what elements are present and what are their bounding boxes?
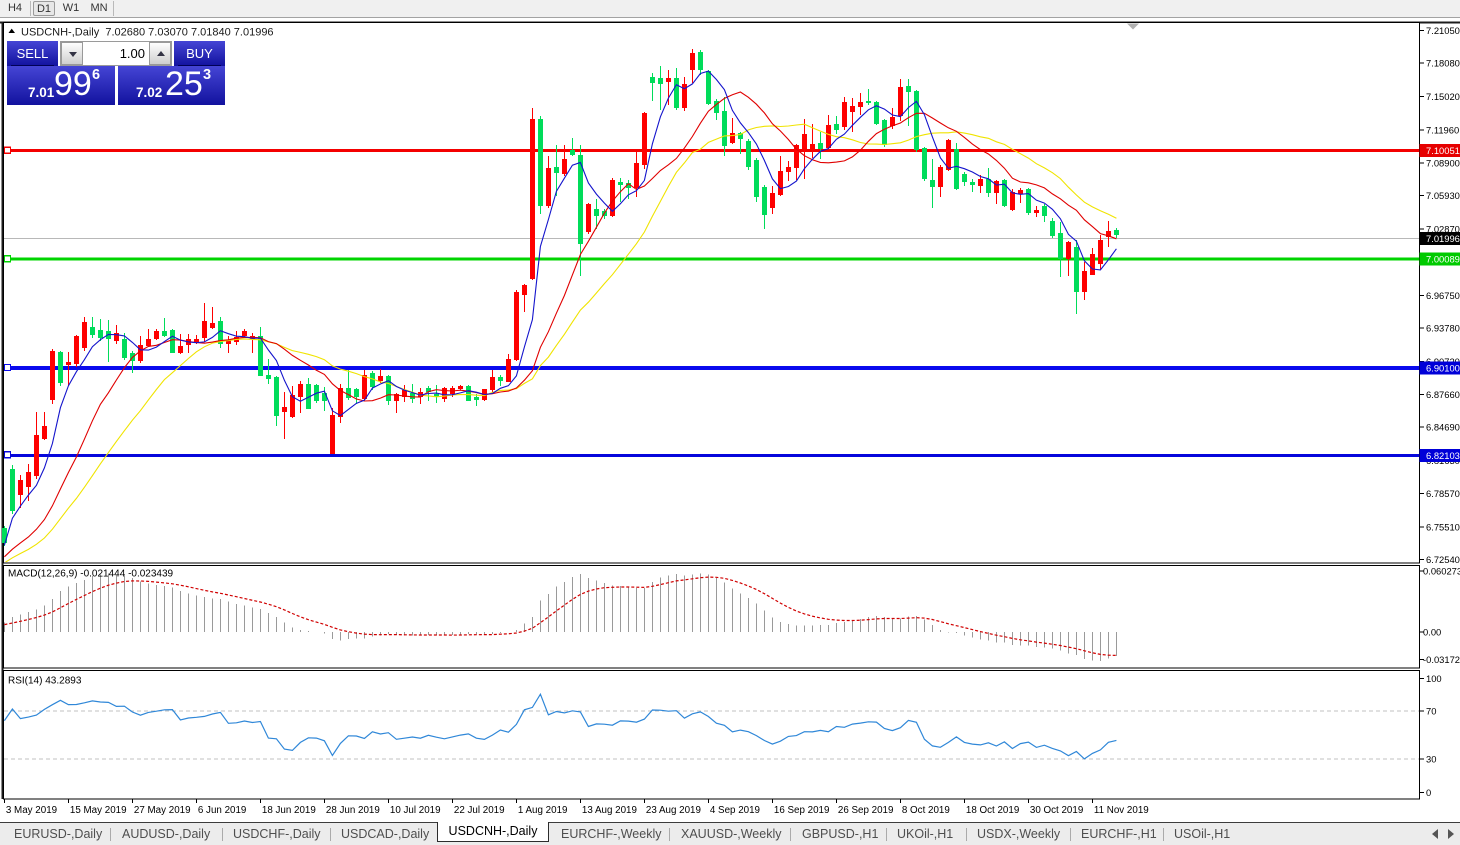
svg-text:7.15020: 7.15020 xyxy=(1426,91,1460,102)
svg-text:7.02870: 7.02870 xyxy=(1426,223,1460,234)
svg-text:6.72540: 6.72540 xyxy=(1426,554,1460,565)
svg-text:22 Jul 2019: 22 Jul 2019 xyxy=(454,805,505,816)
svg-text:26 Sep 2019: 26 Sep 2019 xyxy=(838,805,894,816)
svg-text:7.10051: 7.10051 xyxy=(1426,145,1460,156)
svg-text:6.75510: 6.75510 xyxy=(1426,522,1460,533)
svg-text:100: 100 xyxy=(1426,673,1442,684)
svg-text:1 Aug 2019: 1 Aug 2019 xyxy=(518,805,568,816)
svg-text:13 Aug 2019: 13 Aug 2019 xyxy=(582,805,637,816)
svg-text:23 Aug 2019: 23 Aug 2019 xyxy=(646,805,701,816)
svg-text:8 Oct 2019: 8 Oct 2019 xyxy=(902,805,950,816)
svg-text:15 May 2019: 15 May 2019 xyxy=(70,805,127,816)
svg-text:6.96750: 6.96750 xyxy=(1426,290,1460,301)
svg-text:11 Nov 2019: 11 Nov 2019 xyxy=(1094,805,1149,816)
svg-text:0.00: 0.00 xyxy=(1423,627,1441,638)
svg-text:0.060273: 0.060273 xyxy=(1423,566,1460,577)
svg-text:4 Sep 2019: 4 Sep 2019 xyxy=(710,805,760,816)
svg-text:28 Jun 2019: 28 Jun 2019 xyxy=(326,805,380,816)
svg-text:7.11960: 7.11960 xyxy=(1426,124,1459,135)
svg-text:27 May 2019: 27 May 2019 xyxy=(134,805,191,816)
svg-text:6.82103: 6.82103 xyxy=(1426,450,1460,461)
svg-text:6.84690: 6.84690 xyxy=(1426,422,1460,433)
svg-text:7.08900: 7.08900 xyxy=(1426,158,1460,169)
svg-text:6.93780: 6.93780 xyxy=(1426,323,1460,334)
svg-text:7.00089: 7.00089 xyxy=(1426,254,1460,265)
svg-text:6.78570: 6.78570 xyxy=(1426,488,1460,499)
svg-text:6.90100: 6.90100 xyxy=(1426,363,1460,374)
svg-text:USDCNH-,Daily 7.02680 7.03070: USDCNH-,Daily 7.02680 7.03070 7.01840 7.… xyxy=(21,27,274,39)
svg-text:7.21050: 7.21050 xyxy=(1426,25,1460,36)
svg-text:10 Jul 2019: 10 Jul 2019 xyxy=(390,805,441,816)
svg-text:3 May 2019: 3 May 2019 xyxy=(6,805,57,816)
svg-text:7.18080: 7.18080 xyxy=(1426,58,1460,69)
svg-text:-0.031725: -0.031725 xyxy=(1423,654,1460,665)
svg-text:18 Jun 2019: 18 Jun 2019 xyxy=(262,805,316,816)
svg-text:30: 30 xyxy=(1426,754,1436,765)
svg-text:16 Sep 2019: 16 Sep 2019 xyxy=(774,805,830,816)
svg-text:7.01996: 7.01996 xyxy=(1426,233,1460,244)
svg-text:70: 70 xyxy=(1426,706,1436,717)
svg-text:6.87660: 6.87660 xyxy=(1426,389,1460,400)
svg-text:MACD(12,26,9) -0.021444 -0.023: MACD(12,26,9) -0.021444 -0.023439 xyxy=(8,569,174,580)
svg-text:0: 0 xyxy=(1426,787,1431,798)
svg-text:6 Jun 2019: 6 Jun 2019 xyxy=(198,805,246,816)
svg-text:RSI(14) 43.2893: RSI(14) 43.2893 xyxy=(8,676,82,687)
svg-text:30 Oct 2019: 30 Oct 2019 xyxy=(1030,805,1083,816)
svg-text:18 Oct 2019: 18 Oct 2019 xyxy=(966,805,1019,816)
svg-text:7.05930: 7.05930 xyxy=(1426,190,1460,201)
svg-text:6.90720: 6.90720 xyxy=(1426,356,1460,367)
